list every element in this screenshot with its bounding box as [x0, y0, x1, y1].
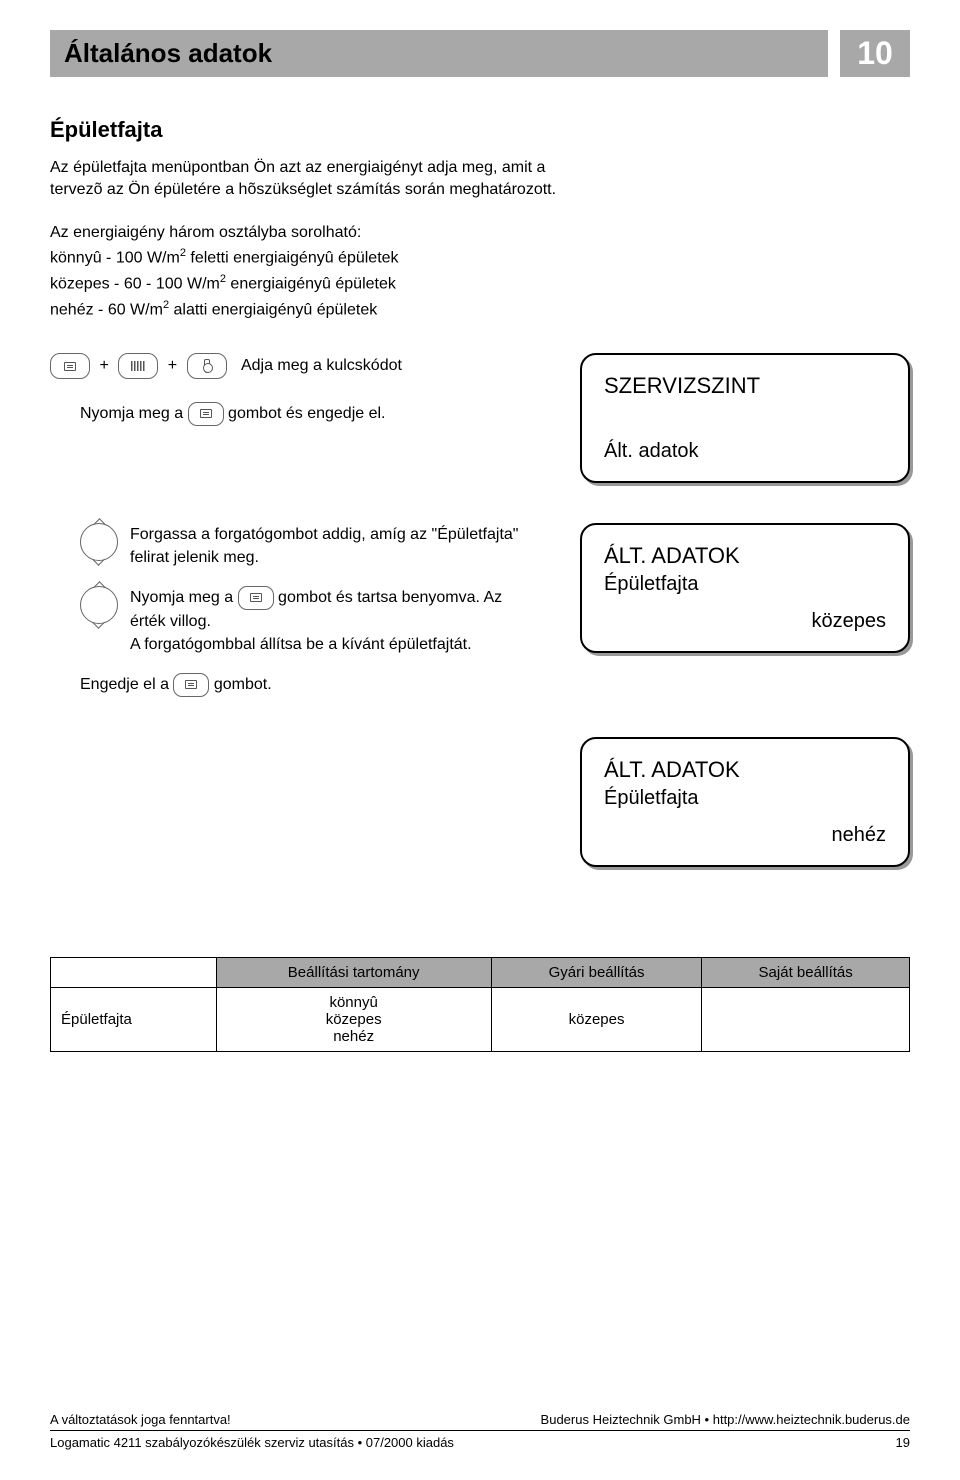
rotate-text: Forgassa a forgatógombot addig, amíg az …: [130, 523, 540, 569]
display-line: SZERVIZSZINT: [604, 373, 886, 399]
release-row: Engedje el a gombot.: [80, 672, 540, 698]
classification-list: Az energiaigény három osztályba sorolhat…: [50, 220, 570, 323]
lcd-display: ÁLT. ADATOK Épületfajta nehéz: [580, 737, 910, 867]
lcd-display: SZERVIZSZINT Ált. adatok: [580, 353, 910, 483]
footer-company: Buderus Heiztechnik GmbH • http://www.he…: [541, 1412, 910, 1427]
table-row: Épületfajta könnyû közepes nehéz közepes: [51, 988, 910, 1052]
dial-instruction: Forgassa a forgatógombot addig, amíg az …: [80, 523, 540, 569]
step-block-2: Forgassa a forgatógombot addig, amíg az …: [50, 523, 910, 697]
cell-own: [702, 988, 910, 1052]
row-label: Épületfajta: [51, 988, 217, 1052]
table-header-row: Beállítási tartomány Gyári beállítás Saj…: [51, 958, 910, 988]
dial-instruction: Nyomja meg a gombot és tartsa benyomva. …: [80, 586, 540, 656]
footer-doc-title: Logamatic 4211 szabályozókészülék szervi…: [50, 1435, 454, 1450]
footer-rights: A változtatások joga fenntartva!: [50, 1412, 231, 1427]
col-range: Beállítási tartomány: [216, 958, 491, 988]
display-line: Épületfajta: [604, 787, 886, 810]
cell-factory: közepes: [491, 988, 702, 1052]
display-line: Épületfajta: [604, 573, 886, 596]
display-button-icon: [238, 586, 274, 610]
header-title: Általános adatok: [50, 30, 828, 77]
header-chapter-number: 10: [840, 30, 910, 77]
step-block-1: + + Adja meg a kulcskódot Nyomja meg a g…: [50, 353, 910, 483]
keycode-row: + + Adja meg a kulcskódot: [50, 353, 540, 379]
list-item: könnyû - 100 W/m2 feletti energiaigényû …: [50, 245, 570, 271]
step-block-3: ÁLT. ADATOK Épületfajta nehéz: [50, 737, 910, 867]
rotary-dial-icon: [80, 523, 118, 561]
list-item: közepes - 60 - 100 W/m2 energiaigényû ép…: [50, 271, 570, 297]
display-line: Ált. adatok: [604, 440, 886, 463]
plus-sign: +: [99, 357, 108, 374]
settings-table: Beállítási tartomány Gyári beállítás Saj…: [50, 957, 910, 1052]
list-intro: Az energiaigény három osztályba sorolhat…: [50, 220, 570, 246]
col-factory: Gyári beállítás: [491, 958, 702, 988]
press-release-row: Nyomja meg a gombot és engedje el.: [80, 401, 540, 427]
display-button-icon: [188, 402, 224, 426]
display-line: nehéz: [604, 824, 886, 847]
plus-sign: +: [168, 357, 177, 374]
page-header: Általános adatok 10: [50, 30, 910, 77]
display-line: ÁLT. ADATOK: [604, 757, 886, 783]
footer-page-number: 19: [896, 1435, 910, 1450]
lcd-display: ÁLT. ADATOK Épületfajta közepes: [580, 523, 910, 653]
display-button-icon: [50, 353, 90, 379]
thermometer-button-icon: [187, 353, 227, 379]
rotary-dial-icon: [80, 586, 118, 624]
display-button-icon: [173, 673, 209, 697]
cell-range: könnyû közepes nehéz: [216, 988, 491, 1052]
table-header-empty: [51, 958, 217, 988]
col-own: Saját beállítás: [702, 958, 910, 988]
radiator-button-icon: [118, 353, 158, 379]
keycode-text: Adja meg a kulcskódot: [241, 357, 402, 374]
display-line: közepes: [604, 610, 886, 633]
section-heading: Épületfajta: [50, 117, 910, 143]
press-hold-text: Nyomja meg a gombot és tartsa benyomva. …: [130, 586, 540, 656]
intro-paragraph: Az épületfajta menüpontban Ön azt az ene…: [50, 157, 570, 202]
page-footer: A változtatások joga fenntartva! Buderus…: [50, 1412, 910, 1450]
list-item: nehéz - 60 W/m2 alatti energiaigényû épü…: [50, 297, 570, 323]
display-line: ÁLT. ADATOK: [604, 543, 886, 569]
